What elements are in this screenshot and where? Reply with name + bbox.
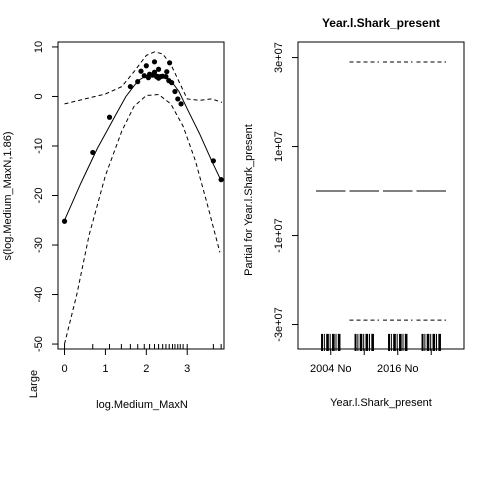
data-point <box>90 149 96 156</box>
series-lines <box>64 51 223 345</box>
y-tick-label: 3e+07 <box>273 42 285 73</box>
y-axis-title: Partial for Year.l.Shark_present <box>243 124 255 276</box>
x-axis-title: Year.l.Shark_present <box>330 397 432 409</box>
x-tick-label: 2004 No <box>310 363 352 375</box>
factor-term-panel: Year.l.Shark_present 3e+07 1e+07 -1e+07 -3e… <box>243 16 465 409</box>
y-axis: 10 0 -10 -20 -30 -40 -50 <box>33 41 58 352</box>
data-point <box>135 79 141 85</box>
x-tick-label: 2 <box>143 363 149 375</box>
smooth-fit-line <box>64 73 221 221</box>
data-point <box>143 63 149 69</box>
data-points <box>61 59 224 224</box>
y-tick-label: -20 <box>33 188 45 204</box>
x-tick-label: 3 <box>184 363 190 375</box>
corner-label: Large <box>28 370 40 398</box>
y-tick-label: -3e+07 <box>273 307 285 342</box>
plot-frame <box>57 41 225 350</box>
y-tick-label: 0 <box>33 93 45 99</box>
data-point <box>61 218 68 224</box>
data-point <box>151 59 158 65</box>
data-point <box>167 60 173 66</box>
y-tick-label: -1e+07 <box>273 218 285 253</box>
y-tick-label: -10 <box>33 138 45 154</box>
rug-marks <box>321 333 441 351</box>
data-point <box>178 101 184 107</box>
data-point <box>151 69 158 75</box>
data-point <box>127 83 133 90</box>
x-tick-label: 0 <box>61 363 67 375</box>
data-point <box>106 114 113 120</box>
confidence-band-line <box>64 93 221 345</box>
y-tick-label: -30 <box>33 237 45 253</box>
plot-frame <box>297 41 465 350</box>
data-point <box>163 74 169 80</box>
confidence-band-line <box>64 51 223 105</box>
x-tick-label: 2016 No <box>377 363 419 375</box>
rug-marks <box>64 344 222 349</box>
y-axis-title: s(log.Medium_MaxN,1.86) <box>2 132 14 261</box>
data-point <box>155 66 162 72</box>
y-axis: 3e+07 1e+07 -1e+07 -3e+07 <box>273 42 298 342</box>
data-point <box>210 158 216 164</box>
data-point <box>172 88 178 95</box>
y-tick-label: -50 <box>33 336 45 352</box>
x-axis: 2004 No 2016 No <box>310 348 432 375</box>
x-axis-title: log.Medium_MaxN <box>96 399 188 411</box>
data-point <box>169 80 175 86</box>
x-tick-label: 1 <box>102 363 108 375</box>
factor-levels <box>316 61 446 321</box>
data-point <box>138 68 144 74</box>
data-point <box>175 96 181 102</box>
x-axis: 0 1 2 3 <box>61 349 190 375</box>
y-tick-label: 1e+07 <box>273 131 285 162</box>
y-tick-label: -40 <box>33 287 45 303</box>
data-point <box>164 69 170 75</box>
y-tick-label: 10 <box>33 41 45 53</box>
plot-title: Year.l.Shark_present <box>322 16 440 30</box>
data-point <box>218 177 224 183</box>
data-point <box>141 73 147 79</box>
